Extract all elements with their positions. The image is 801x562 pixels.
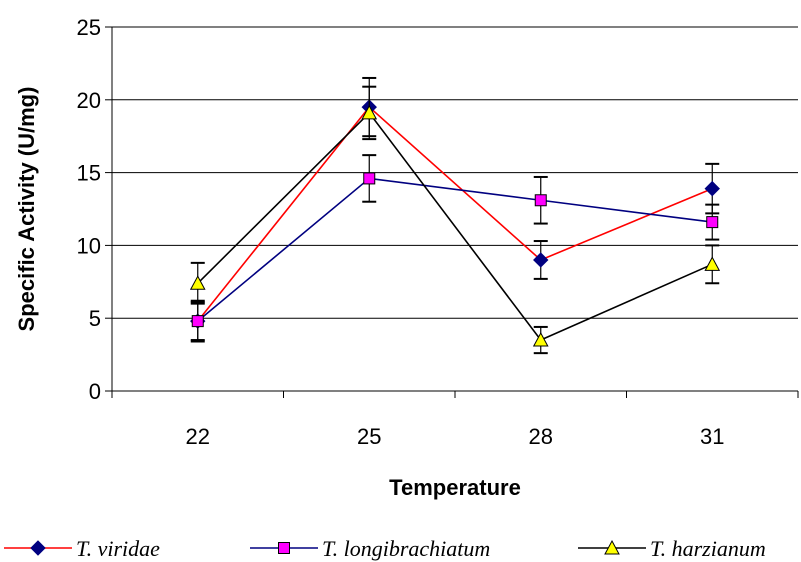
data-point <box>532 331 549 347</box>
series-group <box>189 76 721 355</box>
data-point <box>363 172 376 185</box>
data-point <box>704 256 721 271</box>
series-line <box>197 177 713 322</box>
data-point <box>704 180 720 197</box>
legend-item-2: T. harzianum <box>578 536 766 561</box>
x-axis-title: Temperature <box>389 475 521 500</box>
y-tick-label: 25 <box>77 15 101 40</box>
data-point <box>361 104 378 120</box>
data-point <box>706 216 719 229</box>
legend-marker <box>30 540 46 556</box>
legend-item-1: T. longibrachiatum <box>250 536 490 561</box>
gridlines <box>112 26 798 319</box>
x-tick-label: 28 <box>529 424 553 449</box>
y-tick-label: 10 <box>77 233 101 258</box>
y-tick-label: 15 <box>77 161 101 186</box>
legend-marker <box>278 542 290 554</box>
y-tick-label: 5 <box>89 306 101 331</box>
legend-label: T. viridae <box>76 536 160 561</box>
x-tick-labels: 22 25 28 31 <box>186 424 725 449</box>
x-tick-label: 31 <box>700 424 724 449</box>
y-axis-title: Specific Activity (U/mg) <box>14 87 39 332</box>
series-line <box>197 111 713 342</box>
series-1 <box>190 154 720 343</box>
legend-label: T. longibrachiatum <box>322 536 490 561</box>
legend-label: T. harzianum <box>650 536 766 561</box>
y-tick-label: 20 <box>77 88 101 113</box>
y-tick-label: 0 <box>89 379 101 404</box>
data-point <box>533 252 549 268</box>
y-tick-labels: 0 5 10 15 20 25 <box>77 15 101 404</box>
x-tick-label: 22 <box>186 424 210 449</box>
series-line <box>197 105 713 322</box>
legend-item-0: T. viridae <box>4 536 160 561</box>
series-2 <box>189 85 721 355</box>
data-point <box>189 275 206 290</box>
data-point <box>534 194 547 207</box>
legend: T. viridae T. longibrachiatum T. harzianum <box>4 536 766 561</box>
series-0 <box>190 76 720 342</box>
legend-marker <box>604 539 620 555</box>
data-point <box>191 315 204 328</box>
x-tick-label: 25 <box>357 424 381 449</box>
axes <box>105 26 799 398</box>
